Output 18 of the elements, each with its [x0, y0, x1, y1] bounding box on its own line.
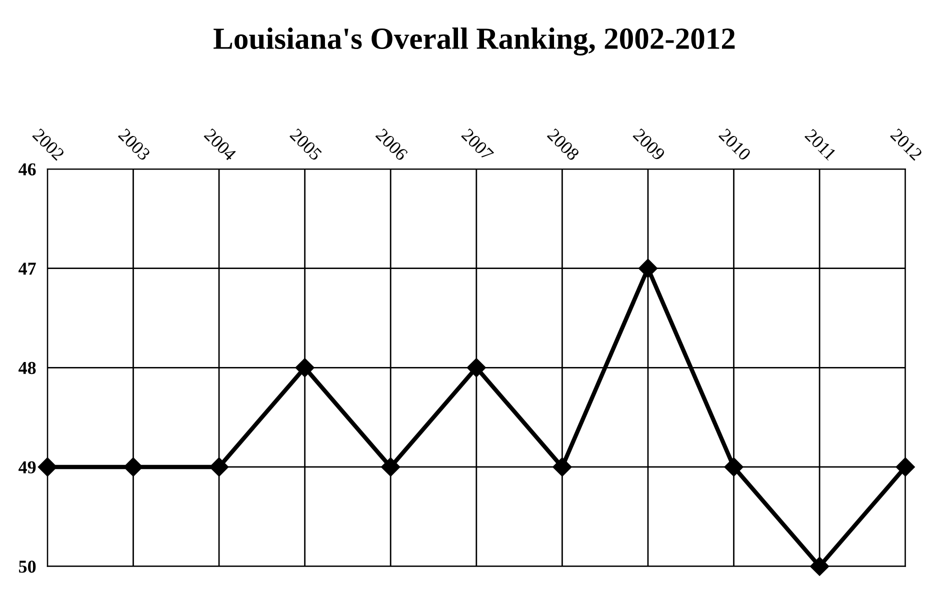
- y-tick-label: 48: [18, 362, 36, 374]
- point: [638, 258, 658, 278]
- point: [295, 358, 314, 378]
- x-tick-label: 2007: [460, 128, 494, 162]
- point: [810, 556, 830, 576]
- point: [896, 457, 915, 477]
- point: [724, 457, 744, 477]
- point: [38, 457, 57, 477]
- y-tick-label: 46: [18, 163, 36, 176]
- point: [466, 358, 486, 378]
- y-tick-label: 47: [18, 262, 36, 275]
- point: [209, 457, 229, 477]
- chart-title: Louisiana's Overall Ranking, 2002-2012: [214, 28, 735, 56]
- y-tick-label: 49: [18, 461, 36, 474]
- point: [552, 457, 572, 477]
- point: [381, 457, 400, 477]
- point: [124, 457, 143, 477]
- y-tick-label: 50: [19, 560, 36, 573]
